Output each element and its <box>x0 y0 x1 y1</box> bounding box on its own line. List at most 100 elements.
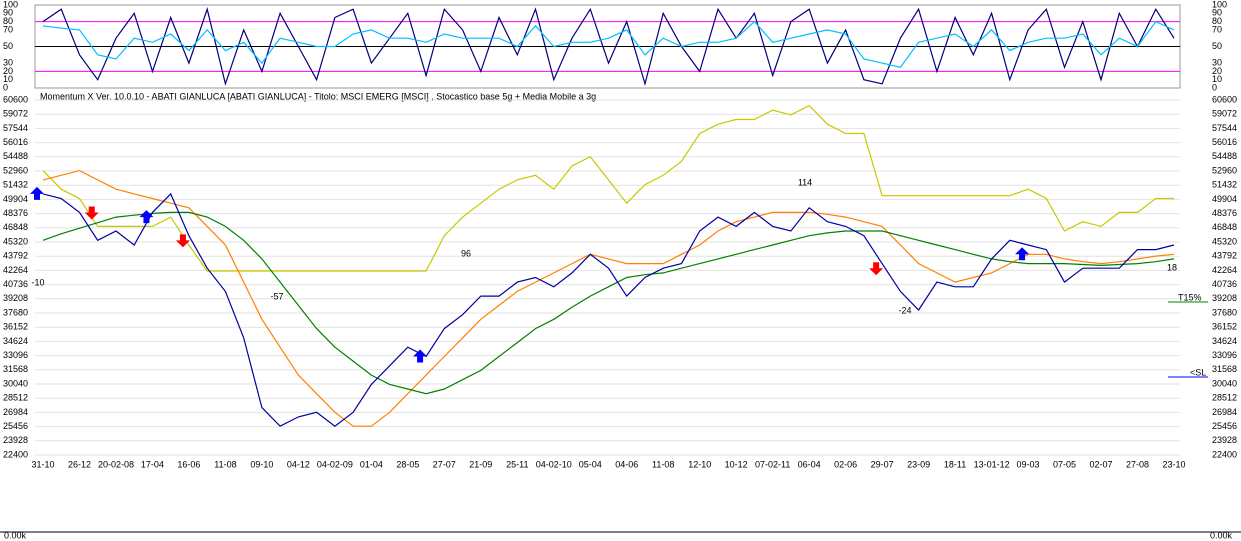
y-tick-label: 30 <box>1212 57 1222 67</box>
x-tick-label: 06-04 <box>798 459 821 469</box>
y-tick-label: 60600 <box>3 94 28 104</box>
sell-signal <box>175 234 190 248</box>
y-tick-label: 50 <box>3 41 13 51</box>
y-tick-label: 56016 <box>1212 137 1237 147</box>
buy-signal <box>30 186 44 200</box>
x-tick-label: 09-10 <box>250 459 273 469</box>
y-tick-label: 33096 <box>1212 350 1237 360</box>
y-tick-label: 48376 <box>1212 208 1237 218</box>
volume-label: 0.00k <box>4 530 27 540</box>
x-tick-label: 29-07 <box>871 459 894 469</box>
y-tick-label: 51432 <box>1212 180 1237 190</box>
buy-signal <box>413 349 428 363</box>
y-tick-label: 49904 <box>1212 194 1237 204</box>
trade-result: -10 <box>31 277 44 287</box>
x-tick-label: 31-10 <box>31 459 54 469</box>
y-tick-label: 100 <box>1212 0 1227 9</box>
buy-signal <box>139 210 154 224</box>
x-tick-label: 25-11 <box>506 459 528 469</box>
y-tick-label: 52960 <box>1212 165 1237 175</box>
x-tick-label: 27-08 <box>1126 459 1149 469</box>
x-tick-label: 20-02-08 <box>98 459 134 469</box>
y-tick-label: 48376 <box>3 208 28 218</box>
series-line <box>42 7 1175 87</box>
y-tick-label: 34624 <box>3 336 28 346</box>
y-tick-label: 56016 <box>3 137 28 147</box>
y-tick-label: 70 <box>3 24 13 34</box>
trade-result: -57 <box>270 291 283 301</box>
trade-result: 114 <box>798 177 812 187</box>
sell-signal <box>869 262 884 276</box>
x-tick-label: 07-02-11 <box>755 459 790 469</box>
x-tick-label: 04-02-10 <box>536 459 572 469</box>
y-tick-label: 36152 <box>1212 322 1237 332</box>
y-tick-label: 10 <box>3 74 13 84</box>
y-tick-label: 25456 <box>3 421 28 431</box>
y-tick-label: 80 <box>1212 16 1222 26</box>
y-tick-label: 31568 <box>1212 364 1237 374</box>
y-tick-label: 50 <box>1212 41 1222 51</box>
x-tick-label: 07-05 <box>1053 459 1076 469</box>
y-tick-label: 49904 <box>3 194 28 204</box>
y-tick-label: 20 <box>3 66 13 76</box>
y-tick-label: 100 <box>3 0 18 9</box>
x-tick-label: 09-03 <box>1017 459 1040 469</box>
y-tick-label: 34624 <box>1212 336 1237 346</box>
y-tick-label: 36152 <box>3 322 28 332</box>
y-tick-label: 30040 <box>1212 378 1237 388</box>
x-tick-label: 27-07 <box>433 459 456 469</box>
y-tick-label: 54488 <box>1212 151 1237 161</box>
buy-signal <box>1015 247 1030 261</box>
y-tick-label: 0 <box>3 82 8 92</box>
trade-result: -24 <box>898 305 911 315</box>
y-tick-label: 43792 <box>3 251 28 261</box>
x-tick-label: 11-08 <box>652 459 674 469</box>
y-tick-label: 23928 <box>3 435 28 445</box>
y-tick-label: 31568 <box>3 364 28 374</box>
volume-label: 0.00k <box>1210 530 1233 540</box>
x-tick-label: 18-11 <box>944 459 966 469</box>
y-tick-label: 42264 <box>3 265 28 275</box>
y-tick-label: 20 <box>1212 66 1222 76</box>
x-tick-label: 28-05 <box>396 459 419 469</box>
y-tick-label: 25456 <box>1212 421 1237 431</box>
y-tick-label: 39208 <box>1212 293 1237 303</box>
y-tick-label: 90 <box>1212 8 1222 18</box>
x-tick-label: 12-10 <box>688 459 711 469</box>
y-tick-label: 39208 <box>3 293 28 303</box>
y-tick-label: 57544 <box>1212 123 1237 133</box>
y-tick-label: 0 <box>1212 82 1217 92</box>
y-tick-label: 57544 <box>3 123 28 133</box>
y-tick-label: 22400 <box>1212 449 1237 459</box>
x-tick-label: 26-12 <box>68 459 91 469</box>
y-tick-label: 37680 <box>3 307 28 317</box>
trade-result: 96 <box>461 248 471 258</box>
y-tick-label: 45320 <box>3 236 28 246</box>
x-tick-label: 17-04 <box>141 459 164 469</box>
x-tick-label: 02-06 <box>834 459 857 469</box>
y-tick-label: 52960 <box>3 165 28 175</box>
x-tick-label: 16-06 <box>177 459 200 469</box>
y-tick-label: 42264 <box>1212 265 1237 275</box>
chart-title: Momentum X Ver. 10.0.10 - ABATI GIANLUCA… <box>40 91 596 101</box>
x-tick-label: 04-06 <box>615 459 638 469</box>
y-tick-label: 45320 <box>1212 236 1237 246</box>
y-tick-label: 40736 <box>1212 279 1237 289</box>
x-tick-label: 01-04 <box>360 459 383 469</box>
x-tick-label: 10-12 <box>725 459 748 469</box>
y-tick-label: 40736 <box>3 279 28 289</box>
y-tick-label: 10 <box>1212 74 1222 84</box>
sell-signal <box>84 206 99 220</box>
y-tick-label: 28512 <box>3 393 28 403</box>
y-tick-label: 46848 <box>3 222 28 232</box>
y-tick-label: 23928 <box>1212 435 1237 445</box>
y-tick-label: 90 <box>3 8 13 18</box>
y-tick-label: 46848 <box>1212 222 1237 232</box>
series-line <box>42 20 1175 68</box>
series-line <box>42 192 1175 427</box>
side-label: <SL <box>1190 367 1206 377</box>
x-tick-label: 13-01-12 <box>974 459 1010 469</box>
side-label: T15% <box>1178 292 1202 302</box>
y-tick-label: 60600 <box>1212 94 1237 104</box>
trade-result: 18 <box>1167 262 1177 272</box>
